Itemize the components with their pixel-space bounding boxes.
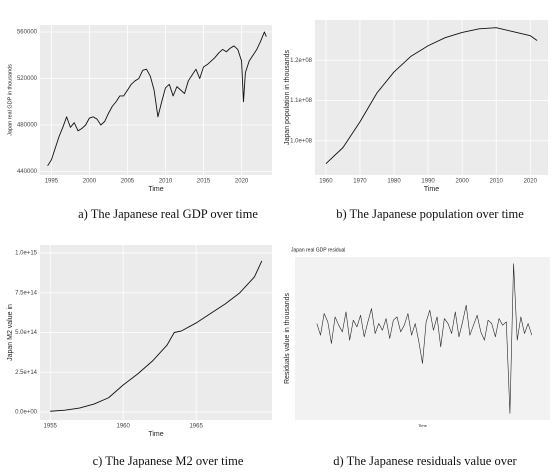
x-tick-label: 2010: [159, 179, 173, 185]
y-tick-label: 480000: [17, 123, 38, 129]
plot-panel: [295, 257, 550, 420]
x-tick-label: 2010: [490, 179, 504, 185]
y-tick-label: 2.5e+14: [15, 370, 38, 376]
data-line: [325, 27, 538, 165]
y-axis-title: Japan M2 value in: [7, 304, 14, 361]
x-tick-label: 2000: [83, 179, 97, 185]
x-tick-label: 1960: [116, 424, 130, 430]
y-tick-label: 1.1e+08: [290, 98, 313, 104]
x-axis-title: Time: [418, 423, 428, 428]
y-tick-label: 7.5e+14: [15, 290, 38, 296]
x-tick-label: 1955: [44, 424, 58, 430]
x-tick-label: 1990: [421, 179, 435, 185]
y-tick-label: 1.2e+08: [290, 58, 313, 64]
caption: b) The Japanese population over time: [336, 207, 524, 221]
x-tick-label: 1980: [387, 179, 401, 185]
chart-title: Japan real GDP residual: [291, 247, 345, 253]
data-line: [316, 263, 533, 414]
plot-panel: [40, 25, 272, 175]
data-line: [47, 31, 267, 166]
x-tick-label: 2020: [235, 179, 249, 185]
y-tick-label: 520000: [17, 76, 38, 82]
caption: d) The Japanese residuals value over: [333, 454, 517, 468]
x-axis-title: Time: [148, 431, 163, 438]
x-axis-title: Time: [148, 186, 163, 193]
y-tick-label: 0.0e+00: [15, 410, 38, 416]
y-tick-label: 5.0e+14: [15, 330, 38, 336]
x-tick-label: 2015: [197, 179, 211, 185]
x-tick-label: 1970: [353, 179, 367, 185]
caption: c) The Japanese M2 over time: [93, 454, 244, 468]
x-axis-title: Time: [424, 186, 439, 193]
x-tick-label: 1960: [319, 179, 333, 185]
y-axis-title: Japan population in thousands: [284, 50, 291, 145]
plot-panel: [315, 20, 548, 175]
x-tick-label: 1995: [45, 179, 59, 185]
x-tick-label: 1965: [189, 424, 203, 430]
x-tick-label: 2005: [121, 179, 135, 185]
y-tick-label: 440000: [17, 169, 38, 175]
y-tick-label: 1.0e+08: [290, 138, 313, 144]
y-tick-label: 560000: [17, 30, 38, 36]
y-axis-title: Residuals value in thousands: [284, 292, 291, 384]
data-line: [50, 260, 263, 412]
y-axis-title: Japan real GDP in thousands: [7, 64, 13, 136]
x-tick-label: 2000: [455, 179, 469, 185]
caption: a) The Japanese real GDP over time: [78, 207, 258, 221]
y-tick-label: 1.0e+15: [15, 251, 38, 257]
x-tick-label: 2020: [524, 179, 538, 185]
